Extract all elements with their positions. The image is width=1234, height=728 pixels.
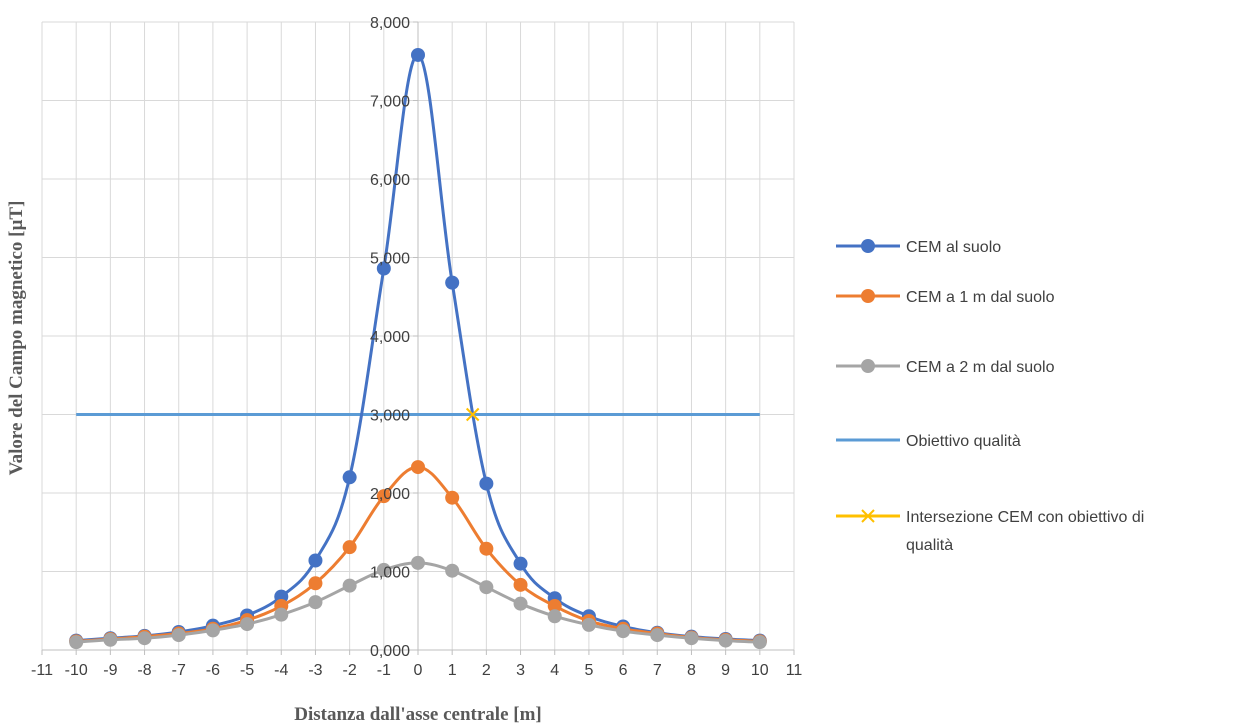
x-tick-label: 0 [414,662,423,679]
legend-item-intersezione-cem-con-obiettivo-di-qualita: Intersezione CEM con obiettivo di qualità [836,509,1144,554]
y-tick-label: 8,000 [370,15,410,32]
series-layer [69,47,767,650]
y-tick-label: 5,000 [370,251,410,268]
x-tick-label: -10 [65,662,88,679]
tick-labels: -11 -10 -9 -8 -7 -6 -5 -4 -3 -2 -1 0 1 2 3 4 5 6 7 8 9 10 110,… [31,15,802,679]
x-tick-label: -4 [274,662,288,679]
data-point-cem-a-2-m-dal-suolo [342,578,357,593]
y-tick-label: 0,000 [370,643,410,660]
x-tick-label: 7 [653,662,662,679]
data-point-cem-a-2-m-dal-suolo [752,635,767,650]
data-point-cem-a-2-m-dal-suolo [308,595,323,610]
x-tick-label: 6 [619,662,628,679]
data-point-cem-al-suolo [445,275,460,290]
x-tick-label: 1 [448,662,457,679]
y-tick-label: 1,000 [370,565,410,582]
data-point-cem-a-2-m-dal-suolo [479,580,494,595]
data-point-cem-a-1-m-dal-suolo [376,489,391,504]
y-tick-label: 4,000 [370,329,410,346]
data-point-cem-al-suolo [376,261,391,276]
legend-label: Intersezione CEM con obiettivo di qualità [906,509,1144,554]
x-tick-label: -7 [172,662,186,679]
data-point-cem-a-2-m-dal-suolo [103,632,118,647]
x-tick-label: 2 [482,662,491,679]
y-tick-label: 2,000 [370,486,410,503]
x-tick-label: -8 [137,662,151,679]
legend-item-obiettivo-qualita: Obiettivo qualità [836,433,1021,450]
legend-label: CEM a 1 m dal suolo [906,289,1055,306]
data-point-cem-a-1-m-dal-suolo [513,577,528,592]
x-tick-label: 10 [751,662,769,679]
legend-marker [861,239,875,253]
y-tick-label: 6,000 [370,172,410,189]
data-point-cem-a-2-m-dal-suolo [616,624,631,639]
x-tick-label: -1 [377,662,391,679]
series-cem-a-2-m-dal-suolo [69,555,767,650]
x-tick-label: 9 [721,662,730,679]
x-tick-label: -6 [206,662,220,679]
x-axis-title: Distanza dall'asse centrale [m] [294,704,541,725]
data-point-cem-a-1-m-dal-suolo [342,540,357,555]
y-axis-title: Valore del Campo magnetico [µT] [6,201,27,476]
data-point-cem-a-2-m-dal-suolo [171,628,186,643]
x-tick-label: -11 [31,662,53,679]
data-point-cem-a-1-m-dal-suolo [479,541,494,556]
legend: CEM al suolo CEM a 1 m dal suolo CEM a 2 m… [836,239,1144,554]
x-tick-label: 4 [550,662,559,679]
data-point-cem-al-suolo [342,470,357,485]
data-point-cem-a-2-m-dal-suolo [718,633,733,648]
legend-label: CEM a 2 m dal suolo [906,359,1055,376]
data-point-cem-a-2-m-dal-suolo [205,623,220,638]
data-point-cem-a-2-m-dal-suolo [650,628,665,643]
x-tick-label: 8 [687,662,696,679]
legend-marker [861,359,875,373]
legend-item-cem-a-1-m-dal-suolo: CEM a 1 m dal suolo [836,289,1055,306]
data-point-cem-a-1-m-dal-suolo [308,576,323,591]
legend-marker [861,509,875,523]
data-point-intersezione-cem-con-obiettivo-di-qualita [465,407,480,422]
data-point-cem-a-1-m-dal-suolo [547,599,562,614]
data-point-cem-a-2-m-dal-suolo [411,555,425,570]
series-intersezione-cem-con-obiettivo-di-qualita [465,407,480,422]
legend-label: Obiettivo qualità [906,433,1021,450]
y-tick-label: 3,000 [370,408,410,425]
x-tick-label: -9 [103,662,117,679]
data-point-cem-al-suolo [479,476,494,491]
data-point-cem-a-2-m-dal-suolo [69,635,84,650]
axes [41,21,795,655]
data-point-cem-a-1-m-dal-suolo [445,490,460,505]
x-tick-label: -3 [308,662,322,679]
data-point-cem-a-2-m-dal-suolo [240,617,255,632]
data-point-cem-a-2-m-dal-suolo [376,562,391,577]
data-point-cem-a-2-m-dal-suolo [274,607,289,622]
data-point-cem-a-2-m-dal-suolo [581,617,596,632]
x-tick-label: -2 [343,662,357,679]
x-tick-label: 3 [516,662,525,679]
data-point-cem-a-2-m-dal-suolo [513,596,528,611]
data-point-cem-al-suolo [411,47,425,62]
data-point-cem-al-suolo [513,556,528,571]
legend-label: CEM al suolo [906,239,1001,256]
data-point-cem-a-2-m-dal-suolo [547,609,562,624]
legend-marker [861,289,875,303]
data-point-cem-a-2-m-dal-suolo [445,563,460,578]
data-point-cem-al-suolo [308,553,323,568]
data-point-cem-a-1-m-dal-suolo [411,460,425,475]
x-tick-label: -5 [240,662,254,679]
y-tick-label: 7,000 [370,94,410,111]
data-point-cem-a-2-m-dal-suolo [137,631,152,646]
legend-item-cem-a-2-m-dal-suolo: CEM a 2 m dal suolo [836,359,1055,376]
x-tick-label: 5 [584,662,593,679]
data-point-cem-a-2-m-dal-suolo [684,631,699,646]
legend-item-cem-al-suolo: CEM al suolo [836,239,1001,256]
x-tick-label: 11 [786,662,803,679]
